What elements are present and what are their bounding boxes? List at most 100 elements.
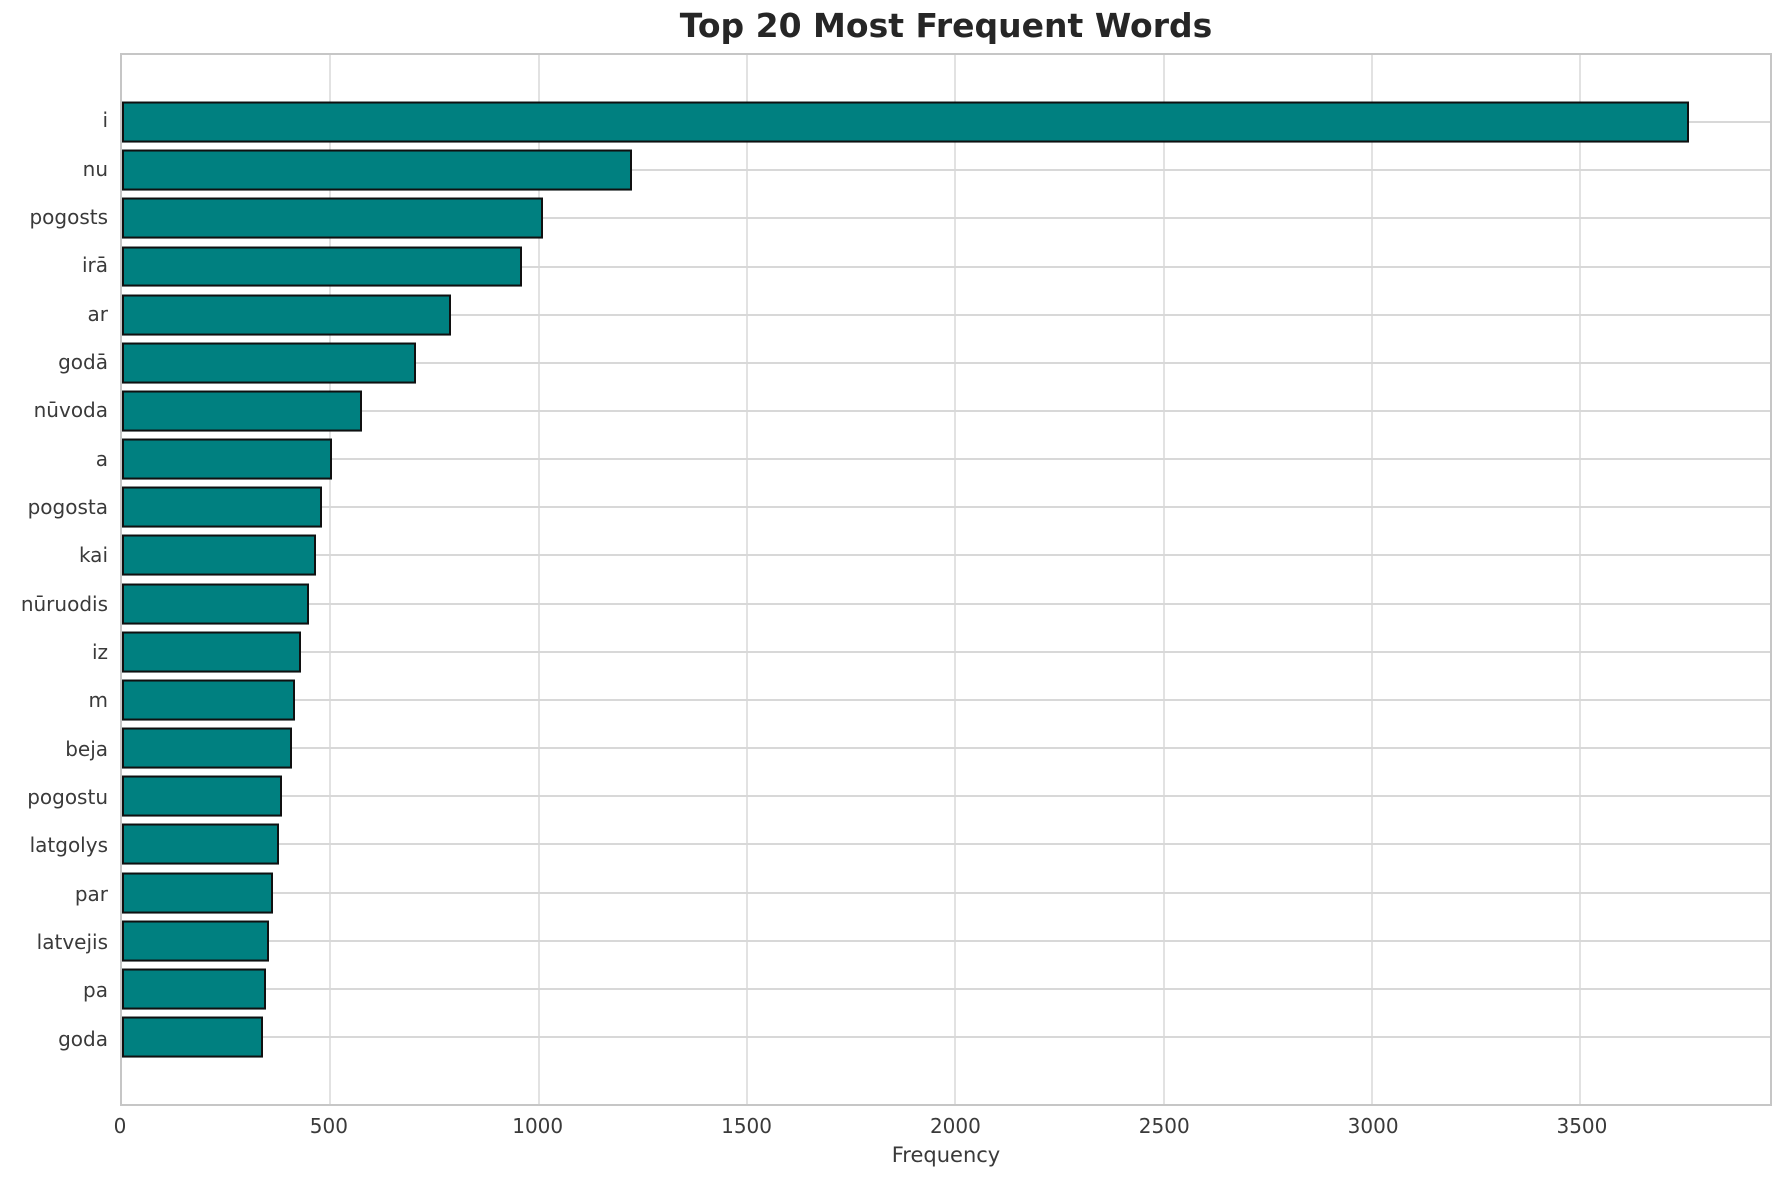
bar-row-irā bbox=[122, 242, 1770, 290]
bar-row-ar bbox=[122, 291, 1770, 339]
x-tick-label-1500: 1500 bbox=[721, 1114, 772, 1138]
y-tick-label-iz: iz bbox=[91, 639, 108, 664]
plot-area bbox=[120, 53, 1772, 1106]
bar-godā bbox=[122, 342, 416, 384]
y-tick-label-a: a bbox=[95, 446, 108, 471]
y-tick-label-pogosts: pogosts bbox=[29, 204, 108, 229]
y-tick-label-nu: nu bbox=[82, 156, 108, 181]
bar-ar bbox=[122, 294, 452, 336]
x-tick-label-2000: 2000 bbox=[929, 1114, 981, 1138]
bar-row-godā bbox=[122, 339, 1770, 387]
bar-a bbox=[122, 438, 333, 480]
gridline-y bbox=[122, 410, 1770, 413]
bar-nu bbox=[122, 149, 633, 191]
bar-row-nu bbox=[122, 146, 1770, 194]
x-tick-label-1000: 1000 bbox=[512, 1114, 564, 1138]
bar-irā bbox=[122, 246, 523, 288]
y-tick-label-nūruodis: nūruodis bbox=[20, 591, 108, 616]
gridline-x-500 bbox=[329, 55, 332, 1104]
y-tick-label-irā: irā bbox=[81, 253, 108, 278]
gridline-y bbox=[122, 747, 1770, 750]
bar-m bbox=[122, 679, 295, 721]
gridline-y bbox=[122, 265, 1770, 268]
gridline-x-3000 bbox=[1371, 55, 1374, 1104]
bar-pogosta bbox=[122, 486, 322, 528]
y-tick-label-ar: ar bbox=[87, 301, 108, 326]
y-axis-labels: i nu pogosts irā ar godā nūvoda a pogosta kai nūru… bbox=[0, 53, 108, 1106]
bar-rows bbox=[122, 98, 1770, 1061]
x-tick-label-3000: 3000 bbox=[1347, 1114, 1399, 1138]
gridline-y bbox=[122, 987, 1770, 990]
gridline-y bbox=[122, 361, 1770, 364]
bar-nūruodis bbox=[122, 583, 309, 625]
x-axis-title: Frequency bbox=[891, 1143, 1001, 1167]
bar-row-latgolys bbox=[122, 820, 1770, 868]
bar-pa bbox=[122, 968, 266, 1010]
gridline-y bbox=[122, 698, 1770, 701]
bar-i bbox=[122, 101, 1689, 143]
gridline-y bbox=[122, 554, 1770, 557]
gridline-y bbox=[122, 795, 1770, 798]
y-tick-label-pogostu: pogostu bbox=[27, 784, 108, 809]
bar-goda bbox=[122, 1016, 263, 1058]
x-tick-label-2500: 2500 bbox=[1138, 1114, 1190, 1138]
y-tick-label-kai: kai bbox=[78, 543, 108, 568]
bar-beja bbox=[122, 727, 292, 769]
bar-iz bbox=[122, 631, 302, 673]
gridline-y bbox=[122, 602, 1770, 605]
y-tick-label-i: i bbox=[102, 108, 108, 133]
x-tick-label-0: 0 bbox=[113, 1114, 127, 1138]
bar-row-pogosta bbox=[122, 483, 1770, 531]
x-tick-label-3500: 3500 bbox=[1556, 1114, 1608, 1138]
bar-kai bbox=[122, 535, 316, 576]
bar-latvejis bbox=[122, 920, 269, 962]
bar-row-latvejis bbox=[122, 917, 1770, 965]
chart-title: Top 20 Most Frequent Words bbox=[679, 6, 1213, 45]
bar-row-pogosts bbox=[122, 194, 1770, 242]
y-tick-label-m: m bbox=[88, 688, 108, 713]
y-tick-label-latvejis: latvejis bbox=[36, 930, 108, 955]
bar-row-kai bbox=[122, 531, 1770, 579]
bar-row-nūvoda bbox=[122, 387, 1770, 435]
bar-row-goda bbox=[122, 1013, 1770, 1061]
gridline-y bbox=[122, 169, 1770, 172]
gridline-x-2000 bbox=[954, 55, 957, 1104]
gridline-y bbox=[122, 891, 1770, 894]
bar-row-i bbox=[122, 98, 1770, 146]
bar-row-beja bbox=[122, 724, 1770, 772]
bar-row-iz bbox=[122, 628, 1770, 676]
y-tick-label-pogosta: pogosta bbox=[27, 494, 108, 519]
y-tick-label-goda: goda bbox=[58, 1026, 108, 1051]
gridline-y bbox=[122, 506, 1770, 509]
y-tick-label-pa: pa bbox=[83, 978, 108, 1003]
x-axis-ticks: 0 500 1000 1500 2000 2500 3000 3500 bbox=[0, 1114, 1785, 1142]
gridline-y bbox=[122, 313, 1770, 316]
gridline-y bbox=[122, 939, 1770, 942]
y-tick-label-latgolys: latgolys bbox=[29, 833, 108, 858]
bar-row-nūruodis bbox=[122, 580, 1770, 628]
bar-row-a bbox=[122, 435, 1770, 483]
gridline-x-3500 bbox=[1579, 55, 1582, 1104]
bar-pogostu bbox=[122, 775, 282, 817]
bar-par bbox=[122, 872, 273, 914]
bar-pogosts bbox=[122, 197, 543, 239]
bar-row-pogostu bbox=[122, 772, 1770, 820]
bar-row-m bbox=[122, 676, 1770, 724]
y-tick-label-godā: godā bbox=[58, 349, 108, 374]
bar-latgolys bbox=[122, 823, 279, 865]
gridline-y bbox=[122, 843, 1770, 846]
bar-row-par bbox=[122, 869, 1770, 917]
bar-row-pa bbox=[122, 965, 1770, 1013]
gridline-x-1000 bbox=[537, 55, 540, 1104]
gridline-y bbox=[122, 217, 1770, 220]
gridline-y bbox=[122, 458, 1770, 461]
x-tick-label-500: 500 bbox=[309, 1114, 348, 1138]
y-tick-label-nūvoda: nūvoda bbox=[33, 398, 108, 423]
gridline-y bbox=[122, 650, 1770, 653]
bar-nūvoda bbox=[122, 390, 363, 432]
y-tick-label-beja: beja bbox=[65, 736, 108, 761]
gridline-x-1500 bbox=[746, 55, 749, 1104]
gridline-x-2500 bbox=[1162, 55, 1165, 1104]
gridline-y bbox=[122, 1036, 1770, 1039]
